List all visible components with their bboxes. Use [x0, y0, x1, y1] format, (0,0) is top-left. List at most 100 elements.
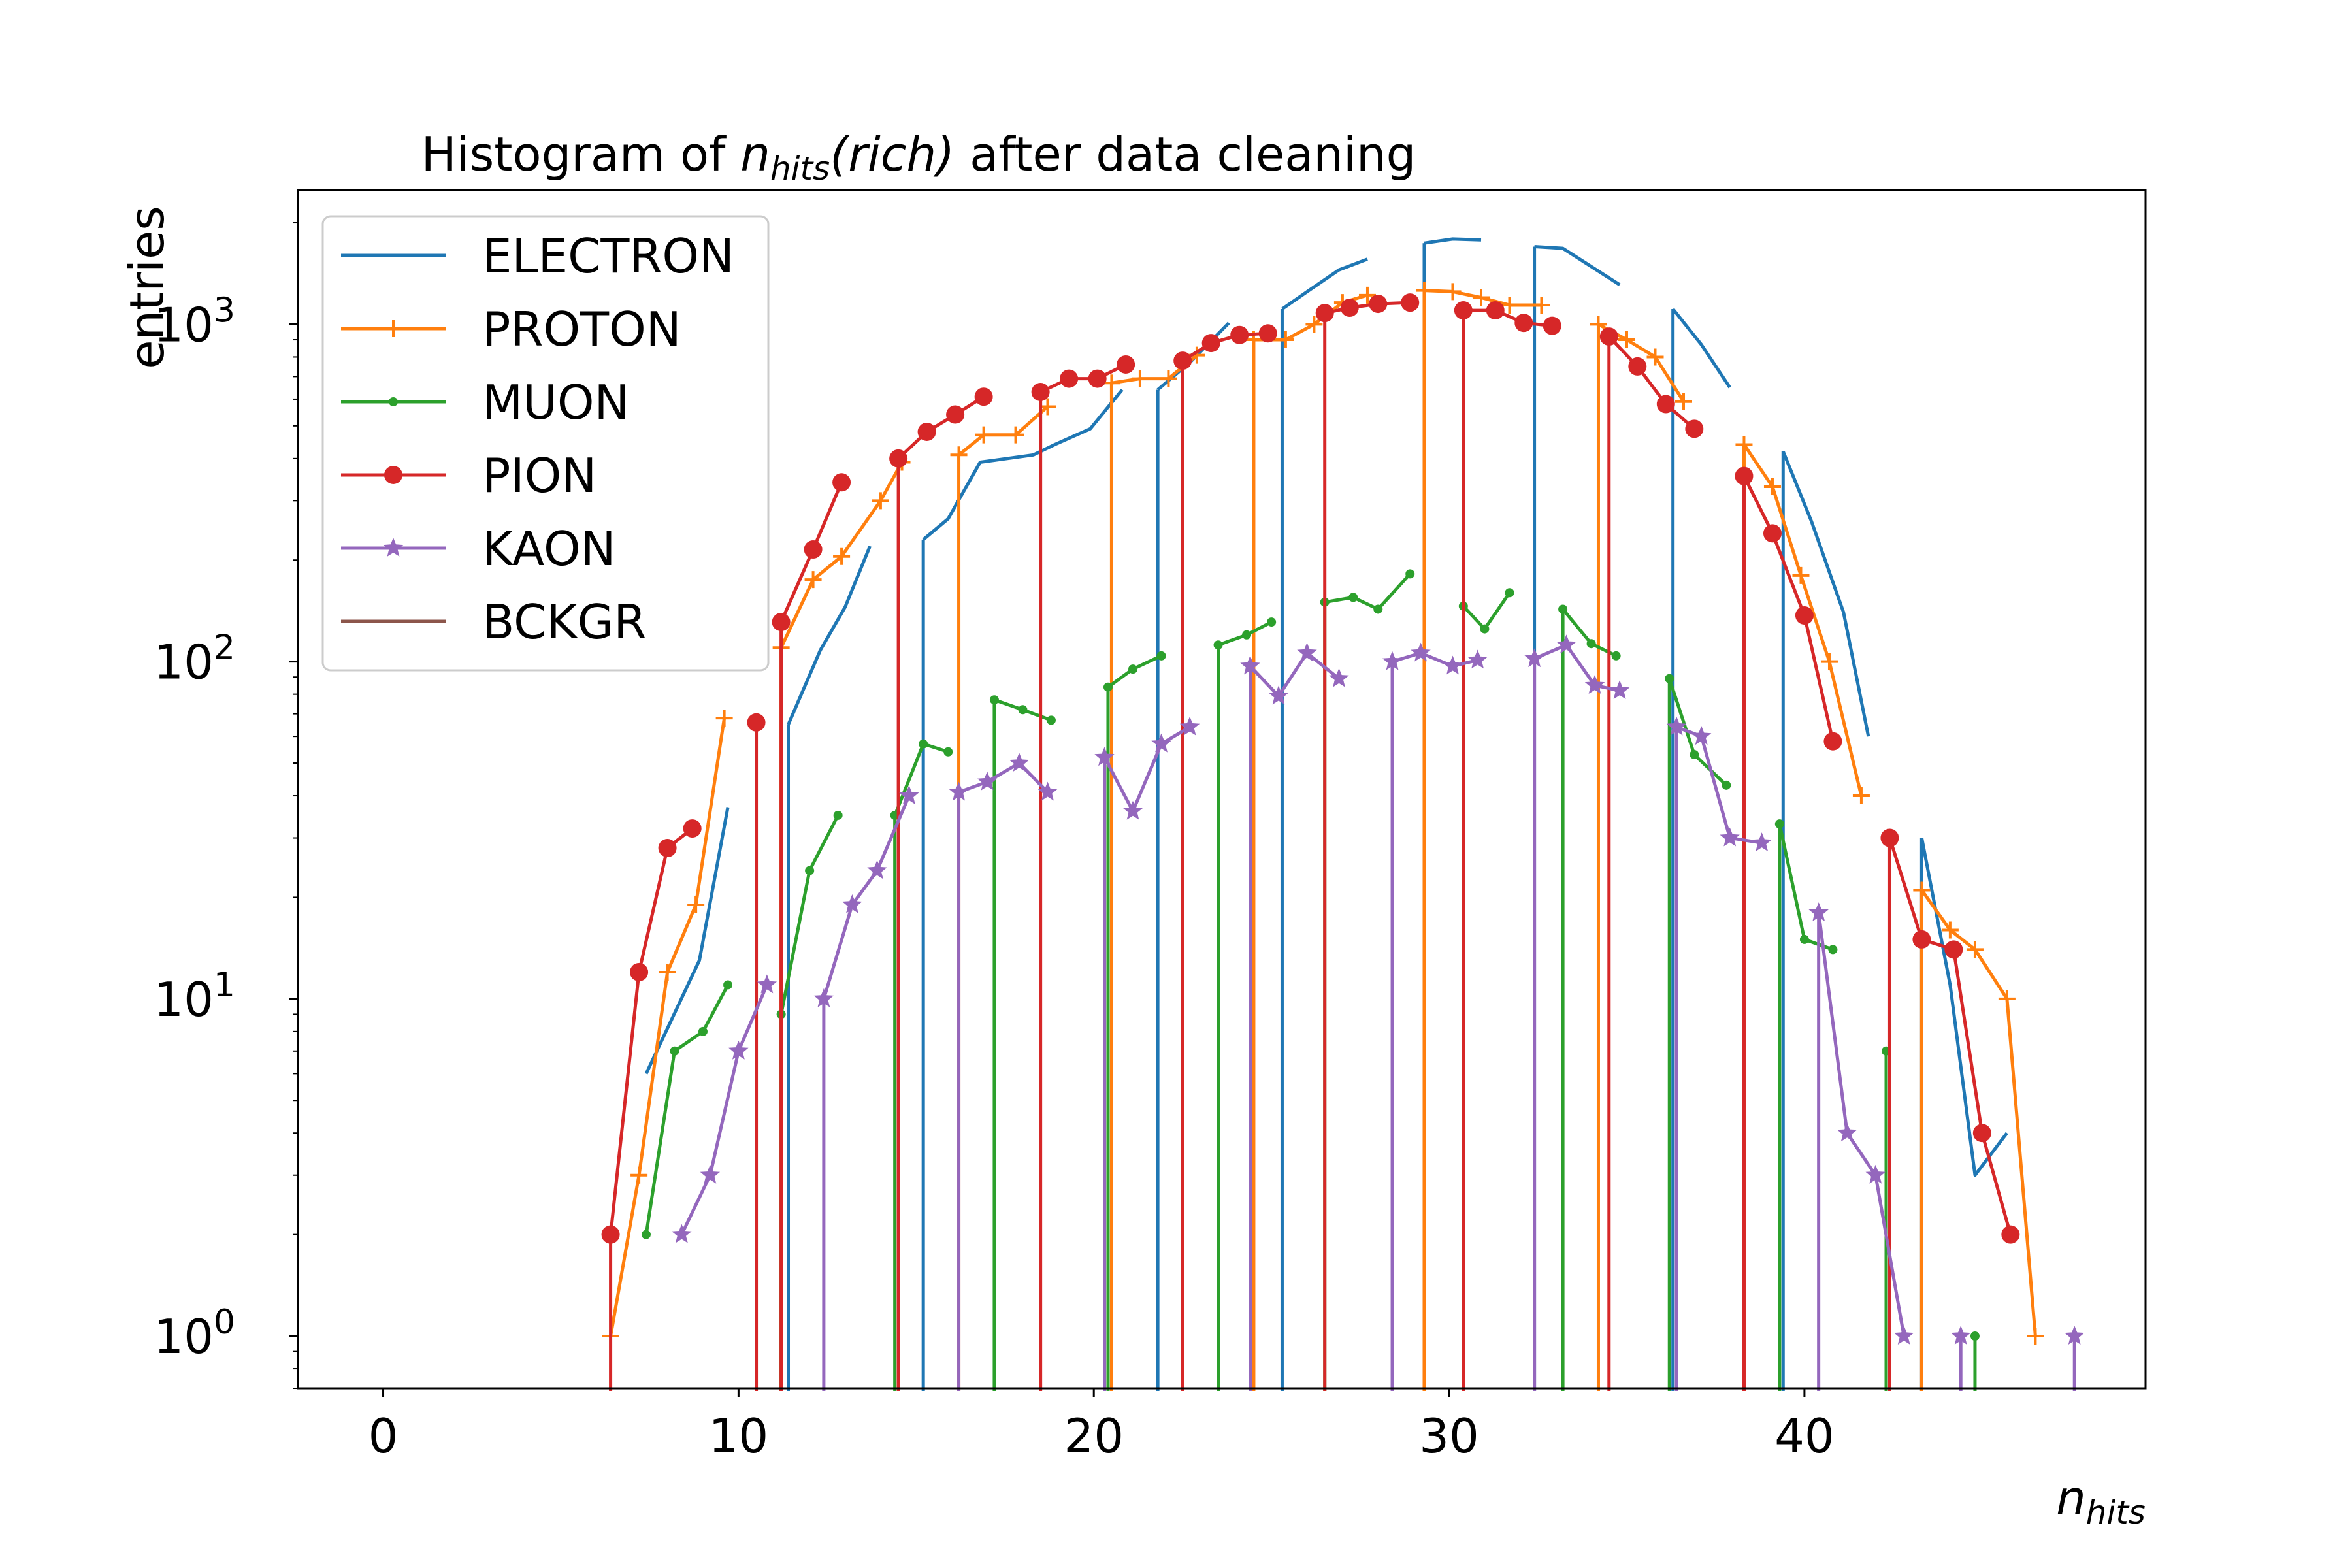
series-muon-point: [641, 1230, 651, 1239]
series-pion-line: [1607, 335, 1695, 431]
series-kaon-point: [1151, 733, 1171, 753]
series-proton-point: [1358, 286, 1376, 304]
legend-marker-pion: [384, 466, 402, 484]
legend-item-muon: MUON: [341, 375, 629, 430]
series-proton-point: [1160, 370, 1177, 387]
series-muon-point: [1828, 945, 1838, 955]
series-pion-point: [1201, 334, 1220, 353]
series-proton-point: [1501, 297, 1518, 314]
series-pion-point: [747, 713, 766, 732]
y-axis-label: entries: [120, 206, 174, 369]
legend-label-muon: MUON: [482, 375, 629, 430]
legend-label-electron: ELECTRON: [482, 229, 734, 284]
series-proton-point: [1941, 921, 1959, 939]
series-pion-point: [974, 387, 993, 406]
y-tick-label: 101: [154, 966, 235, 1027]
series-pion-point: [601, 1225, 620, 1244]
series-muon-point: [1267, 617, 1277, 627]
series-pion-point: [832, 473, 851, 492]
series-kaon-point: [700, 1164, 721, 1184]
series-kaon-point: [1524, 648, 1544, 668]
series-muon-point: [1558, 604, 1568, 614]
series-pion-point: [1912, 930, 1931, 949]
series-proton-point: [1618, 331, 1635, 349]
series-pion-line: [609, 827, 694, 1235]
series-proton-point: [1533, 297, 1550, 314]
series-proton-point: [1763, 478, 1781, 495]
legend-item-electron: ELECTRON: [341, 229, 734, 284]
series-kaon-point: [1467, 649, 1488, 669]
series-electron-line: [1671, 308, 1731, 389]
legend-item-bckgr: BCKGR: [341, 595, 646, 649]
series-kaon-line: [680, 984, 769, 1235]
legend-item-kaon: KAON: [341, 521, 615, 576]
series-kaon-point: [867, 860, 887, 879]
series-kaon-line: [1103, 725, 1191, 813]
x-tick-label: 20: [1064, 1409, 1124, 1463]
series-pion-point: [1230, 325, 1249, 344]
series-kaon-point: [1584, 675, 1605, 694]
series-proton-point: [1675, 393, 1692, 410]
y-tick-label: 103: [154, 291, 235, 352]
series-pion-point: [804, 540, 823, 559]
series-pion-line: [1324, 301, 1411, 315]
legend-label-proton: PROTON: [482, 302, 681, 357]
series-muon-point: [1242, 630, 1252, 640]
series-pion-point: [1514, 314, 1533, 333]
series-pion-point: [1880, 828, 1899, 847]
series-proton-point: [1792, 566, 1810, 584]
series-muon-point: [1213, 640, 1223, 650]
series-kaon-point: [728, 1040, 749, 1060]
series-pion-point: [1486, 301, 1505, 320]
series-pion-point: [2001, 1225, 2020, 1244]
legend-item-proton: PROTON: [341, 302, 681, 357]
legend: ELECTRON PROTON MUON PION KAON BCKGR: [321, 215, 770, 672]
series-muon-point: [989, 695, 999, 705]
series-electron-line: [644, 807, 730, 1075]
series-muon-point: [1348, 593, 1358, 602]
series-proton-point: [1277, 331, 1294, 349]
series-pion-point: [1454, 301, 1473, 320]
x-axis-label: nhits: [2056, 1471, 2146, 1531]
legend-label-bckgr: BCKGR: [482, 595, 646, 649]
series-muon-point: [1018, 705, 1028, 715]
series-kaon-point: [1609, 680, 1630, 700]
series-kaon-line: [1533, 643, 1620, 693]
series-electron-line: [787, 545, 872, 726]
series-muon-point: [1799, 934, 1809, 944]
series-kaon-point: [1094, 747, 1115, 766]
series-kaon-line: [822, 795, 911, 1000]
series-proton-point: [1007, 426, 1024, 444]
series-proton-point: [1913, 881, 1931, 899]
series-pion-point: [1117, 355, 1135, 374]
series-kaon-point: [899, 785, 919, 804]
series-pion-point: [1088, 369, 1107, 388]
series-proton-point: [687, 896, 705, 913]
series-pion-point: [1628, 357, 1647, 376]
series-proton-point: [804, 571, 822, 589]
series-pion-line: [1039, 363, 1127, 394]
series-pion-point: [1972, 1124, 1991, 1143]
series-electron-line: [1781, 450, 1870, 737]
series-muon-point: [1505, 588, 1514, 598]
series-electron-line: [1424, 237, 1482, 245]
series-kaon-point: [842, 894, 862, 913]
series-pion-point: [1944, 940, 1963, 959]
series-kaon-line: [958, 761, 1049, 794]
series-muon-point: [919, 739, 928, 749]
series-kaon-point: [1268, 685, 1289, 705]
series-kaon: [672, 634, 2085, 1391]
series-kaon-point: [1556, 634, 1576, 654]
series-muon-point: [698, 1026, 708, 1036]
series-pion-point: [1173, 351, 1192, 370]
series-muon-point: [1480, 624, 1490, 634]
series-muon-point: [723, 980, 733, 990]
series-electron-line: [1534, 245, 1621, 287]
x-tick-label: 30: [1419, 1409, 1479, 1463]
series-proton-point: [975, 426, 992, 444]
series-pion-point: [1031, 383, 1050, 402]
series-pion-line: [897, 395, 985, 460]
series-proton-point: [1590, 316, 1607, 333]
series-kaon-point: [1411, 642, 1431, 662]
